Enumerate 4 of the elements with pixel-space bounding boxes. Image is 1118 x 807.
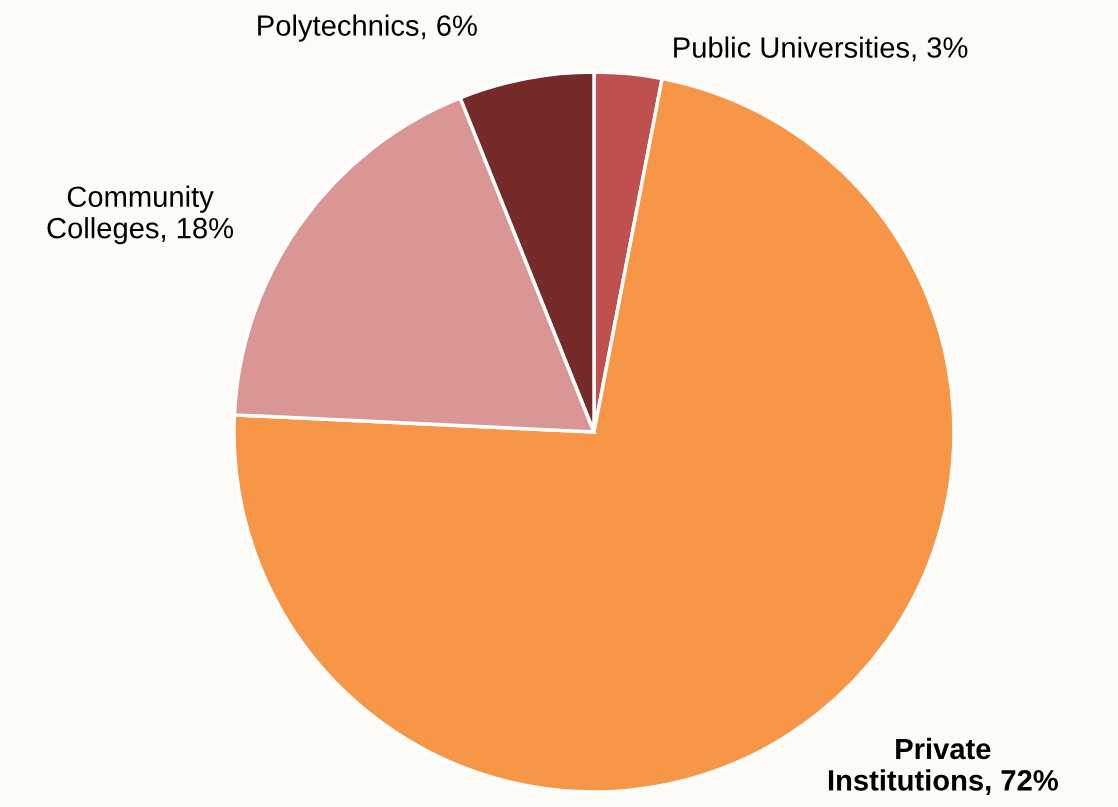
- slice-label: Community Colleges, 18%: [47, 185, 234, 245]
- slice-label: Polytechnics, 6%: [258, 14, 477, 42]
- slice-label: Private Institutions, 72%: [828, 737, 1058, 795]
- slice-label: Public Universities, 3%: [674, 36, 968, 62]
